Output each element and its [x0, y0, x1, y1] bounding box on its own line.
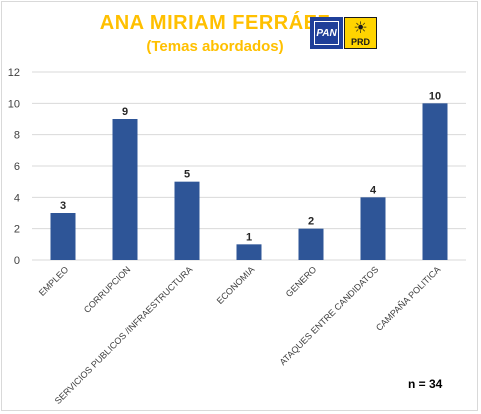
prd-logo: ☀ PRD: [344, 17, 377, 49]
x-tick-label: ECONOMIA: [215, 264, 257, 306]
bar: [298, 228, 324, 260]
x-tick-label: CORRUPCION: [82, 264, 133, 315]
prd-logo-text: PRD: [350, 37, 370, 47]
bar: [174, 181, 200, 260]
bar: [112, 119, 138, 260]
x-tick-label: EMPLEO: [37, 264, 71, 298]
data-label: 3: [60, 200, 66, 212]
y-tick-label: 0: [14, 255, 20, 267]
x-tick-label: SERVICIOS PUBLICOS /INFRAESTRUCTURA: [53, 264, 195, 406]
bar: [360, 197, 386, 260]
y-tick-label: 4: [14, 192, 20, 204]
bar: [422, 103, 448, 260]
chart-title: ANA MIRIAM FERRÁEZ: [99, 12, 331, 34]
y-tick-label: 2: [14, 224, 20, 236]
x-tick-label: CAMPAÑA POLITICA: [374, 264, 442, 332]
chart-subtitle: (Temas abordados): [146, 38, 284, 55]
bar: [50, 213, 76, 260]
pan-logo: PAN: [310, 17, 343, 49]
x-tick-label: GENERO: [284, 264, 319, 299]
data-label: 2: [308, 216, 314, 228]
data-label: 4: [370, 184, 377, 196]
y-tick-label: 12: [8, 67, 20, 79]
data-label: 1: [246, 231, 252, 243]
data-label: 5: [184, 169, 190, 181]
sample-size-label: n = 34: [408, 377, 443, 391]
data-label: 9: [122, 106, 128, 118]
y-tick-label: 8: [14, 130, 20, 142]
data-label: 10: [429, 90, 441, 102]
bar: [236, 244, 262, 260]
y-tick-label: 10: [8, 98, 20, 110]
x-tick-label: ATAQUES ENTRE CANDIDATOS: [278, 264, 381, 367]
pan-logo-text: PAN: [316, 27, 337, 39]
y-tick-label: 6: [14, 161, 20, 173]
sun-icon: ☀: [353, 20, 368, 37]
